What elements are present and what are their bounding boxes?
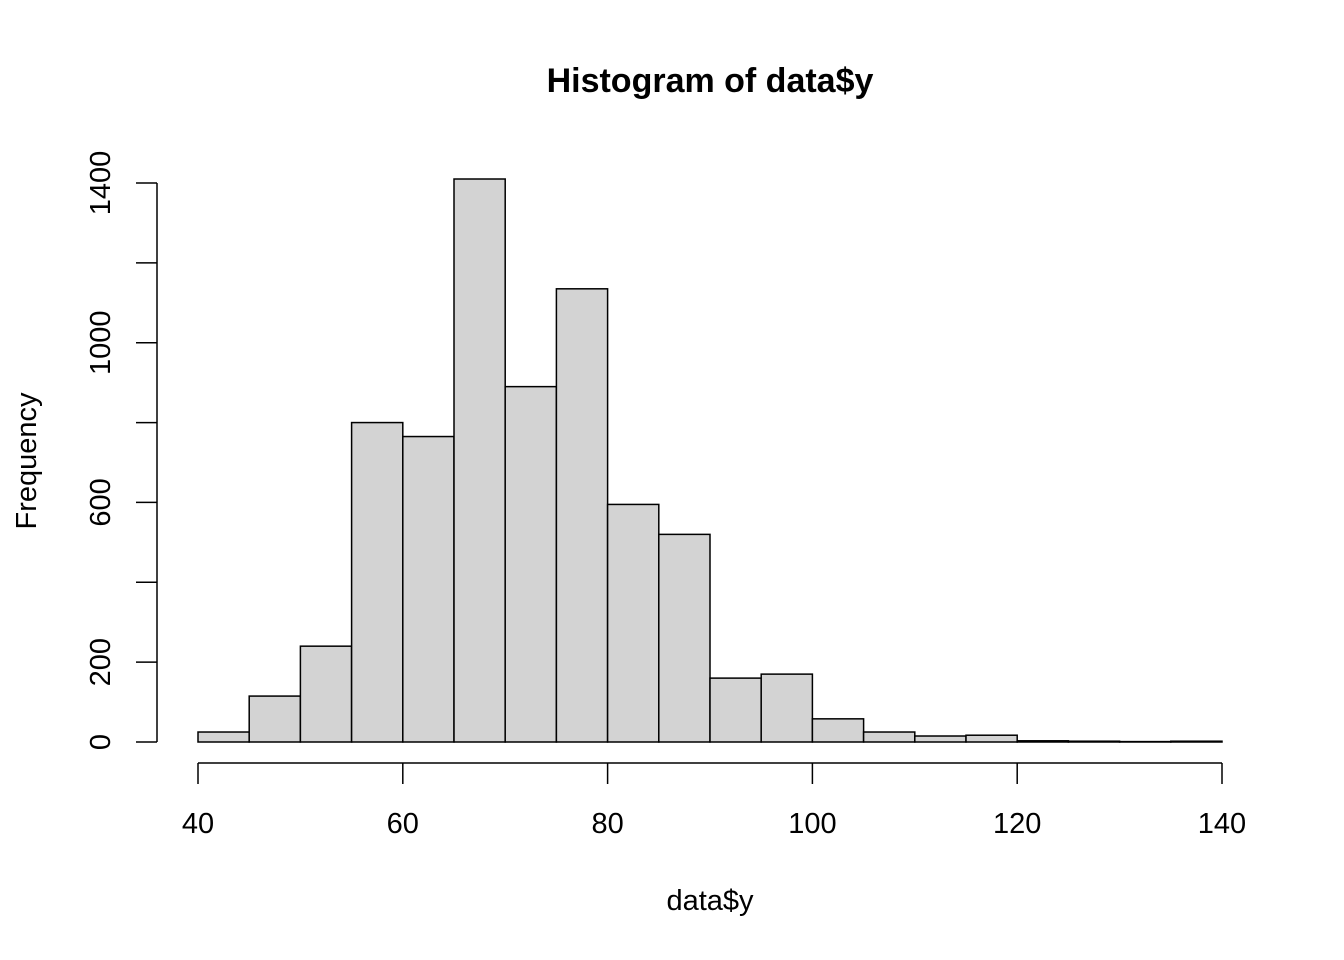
histogram-bar: [1016, 740, 1070, 743]
histogram-bar: [760, 673, 814, 743]
bars-group: [197, 178, 1223, 743]
histogram-bar: [709, 677, 762, 743]
x-tick-label: 80: [591, 808, 623, 840]
x-axis-label: data$y: [666, 885, 754, 917]
histogram-bar: [811, 718, 865, 743]
y-tick-label: 1400: [85, 151, 117, 216]
y-tick-label: 600: [85, 478, 117, 526]
y-axis: 0 200 600 1000 1400: [85, 151, 158, 750]
histogram-bar: [248, 695, 302, 743]
histogram-bar: [197, 731, 250, 743]
histogram-bar: [299, 645, 353, 743]
histogram-bar: [658, 533, 711, 743]
histogram-bar: [862, 731, 916, 743]
histogram-bar: [555, 288, 609, 743]
histogram-bar: [1170, 740, 1223, 743]
x-tick-label: 120: [993, 808, 1041, 840]
histogram-bar: [453, 178, 506, 743]
histogram-bar: [606, 503, 660, 743]
histogram-bar: [350, 421, 404, 743]
histogram-bar: [914, 735, 967, 743]
histogram-bar: [504, 385, 558, 743]
chart-title: Histogram of data$y: [547, 62, 874, 100]
x-tick-label: 100: [788, 808, 836, 840]
y-axis-label: Frequency: [11, 392, 43, 530]
x-axis: 40 60 80 100 120 140: [182, 762, 1246, 840]
histogram-bar: [402, 435, 455, 743]
y-tick-label: 0: [85, 734, 117, 750]
y-tick-label: 1000: [85, 310, 117, 375]
x-tick-label: 140: [1198, 808, 1246, 840]
histogram-bar: [965, 734, 1018, 743]
y-tick-label: 200: [85, 638, 117, 686]
x-tick-label: 40: [182, 808, 214, 840]
histogram-bar: [1067, 740, 1121, 743]
x-tick-label: 60: [387, 808, 419, 840]
